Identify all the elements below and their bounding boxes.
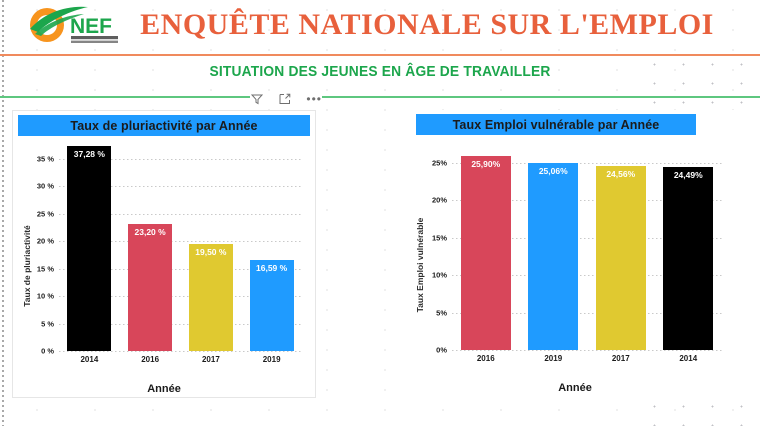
bar-group[interactable]: 23,20 % 2016 [120,145,181,364]
svg-text:NEF: NEF [70,15,112,38]
divider-segment-right [322,96,760,98]
page-title: ENQUÊTE NATIONALE SUR L'EMPLOI [140,8,714,41]
bar[interactable]: 24,49% [663,166,714,350]
y-axis-tick-label: 10% [431,270,447,280]
bar-value-label: 24,56% [606,169,636,180]
gridline [59,213,302,215]
divider-segment-left [0,96,250,98]
x-axis-tick-label: 2019 [262,355,281,364]
bar-group[interactable]: 19,50 % 2017 [181,145,242,364]
y-axis-tick-label: 15 % [36,264,54,274]
bar[interactable]: 25,90% [460,156,511,350]
bar-group[interactable]: 25,90% 2016 [452,154,520,363]
gridline [59,268,302,270]
onef-logo: NEF [14,3,134,49]
gridline [59,296,302,298]
chart-card-emploi-vulnerable[interactable]: Taux Emploi vulnérable par Année Taux Em… [402,110,748,396]
gridline [452,275,722,277]
y-axis-tick-label: 20 % [36,236,54,246]
y-axis-tick-label: 0 % [41,346,54,356]
y-axis-tick-label: 25% [431,158,447,168]
x-axis-title-emploi-vulnerable: Année [558,382,592,394]
gridline [452,162,722,164]
x-axis-tick-label: 2014 [80,355,99,364]
gridline [452,350,722,351]
bar-value-label: 37,28 % [73,149,105,160]
bar[interactable]: 25,06% [528,162,579,350]
filter-icon[interactable] [250,92,264,106]
bar-series-pluriactivite: 37,28 % 2014 23,20 % 2016 19,50 % 2017 16,59 %… [59,145,302,364]
y-axis-tick-label: 15% [431,233,447,243]
bar-value-label: 25,06% [538,165,568,176]
x-axis-tick-label: 2014 [679,354,698,363]
y-axis-tick-label: 25 % [36,209,54,219]
header-divider-orange [0,54,760,56]
bar[interactable]: 19,50 % [188,243,233,351]
gridline [59,351,302,352]
chart-title-emploi-vulnerable: Taux Emploi vulnérable par Année [416,114,696,135]
gridline [452,237,722,239]
x-axis-tick-label: 2017 [611,354,630,363]
gridline [452,312,722,314]
y-axis-tick-label: 35 % [36,154,54,164]
focus-mode-icon[interactable] [278,92,292,106]
gridline [59,158,302,160]
chart-title-pluriactivite: Taux de pluriactivité par Année [18,115,310,136]
bar-value-label: 24,49% [673,169,703,180]
gridlines-emploi-vulnerable: 0% 5% 10% 15% 20% 25% [432,154,722,355]
x-axis-title-pluriactivite: Année [147,383,181,395]
y-axis-title-emploi-vulnerable: Taux Emploi vulnérable [415,217,425,313]
bar[interactable]: 23,20 % [128,223,173,351]
x-axis-tick-label: 2019 [544,354,563,363]
visual-toolbar: ••• [250,91,322,107]
y-axis-tick-label: 5% [436,308,447,318]
chart-plot-pluriactivite: Taux de pluriactivité 0 % 5 % 10 % 15 % 20 %… [13,137,315,397]
report-header: NEF ENQUÊTE NATIONALE SUR L'EMPLOI [0,0,760,55]
x-axis-tick-label: 2016 [476,354,495,363]
subtitle-divider-green: ••• [0,91,760,110]
bar-value-label: 19,50 % [195,246,227,257]
bar-group[interactable]: 24,56% 2017 [587,154,655,363]
bar-group[interactable]: 25,06% 2019 [520,154,588,363]
bar-group[interactable]: 16,59 % 2019 [241,145,302,364]
y-axis-tick-label: 10 % [36,291,54,301]
y-axis-tick-label: 20% [431,195,447,205]
bar-group[interactable]: 24,49% 2014 [655,154,723,363]
y-axis-tick-label: 5 % [41,319,54,329]
more-options-icon[interactable]: ••• [306,92,322,106]
gridline [59,241,302,243]
bar[interactable]: 16,59 % [249,259,294,351]
canvas-left-guide [2,0,4,426]
page-subtitle: SITUATION DES JEUNES EN ÂGE DE TRAVAILLE… [209,63,551,80]
bar[interactable]: 37,28 % [67,146,112,351]
bar-value-label: 25,90% [471,159,501,170]
y-axis-tick-label: 30 % [36,181,54,191]
y-axis-tick-label: 0% [436,345,447,355]
gridlines-pluriactivite: 0 % 5 % 10 % 15 % 20 % 25 % 30 % 35 % [37,145,302,356]
gridline [59,186,302,188]
gridline [452,200,722,202]
gridline [59,323,302,325]
bar-value-label: 16,59 % [256,262,288,273]
x-axis-tick-label: 2016 [141,355,160,364]
bar-group[interactable]: 37,28 % 2014 [59,145,120,364]
bar-series-emploi-vulnerable: 25,90% 2016 25,06% 2019 24,56% 2017 24,49% 2014 [452,154,723,363]
bar-value-label: 23,20 % [134,226,166,237]
bar[interactable]: 24,56% [595,166,646,350]
chart-card-pluriactivite[interactable]: Taux de pluriactivité par Année Taux de … [12,110,316,398]
x-axis-tick-label: 2017 [201,355,220,364]
chart-plot-emploi-vulnerable: Taux Emploi vulnérable 0% 5% 10% 15% 20% 25% … [402,136,748,396]
